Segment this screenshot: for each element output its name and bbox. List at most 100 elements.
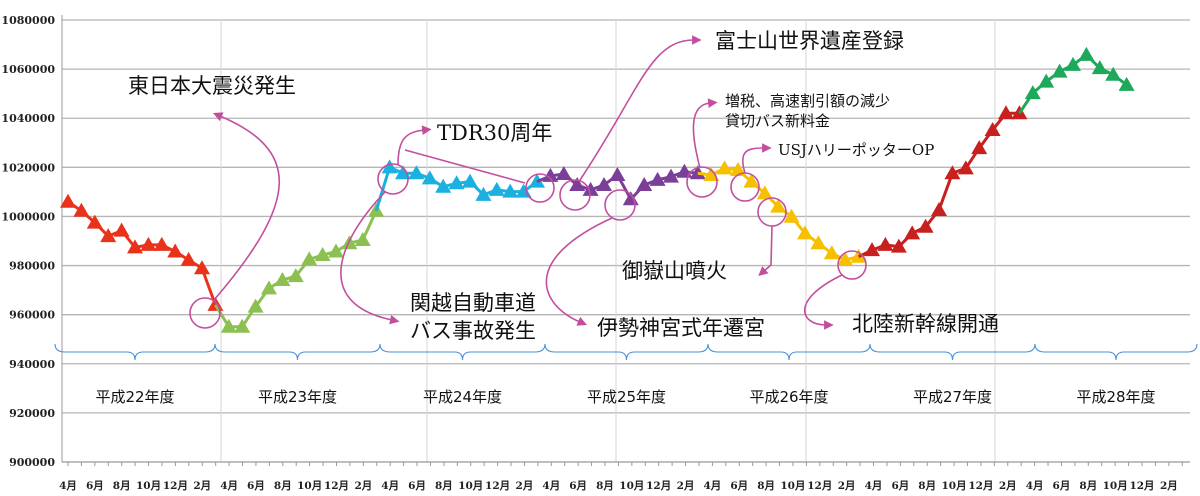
x-tick-label: 12月 [968,480,993,492]
data-point-triangle [421,170,438,185]
x-tick-label: 4月 [381,480,399,492]
annotation-arrow [212,112,280,301]
series-平成27年度 [857,105,1028,259]
data-point-triangle [596,177,612,192]
annotation-arrow [803,274,843,330]
x-tick-label: 2月 [677,480,695,492]
x-tick-label: 12月 [324,480,349,492]
y-tick-label: 980000 [9,260,55,273]
x-tick-label: 8月 [918,480,936,492]
x-tick-label: 6月 [408,480,426,492]
data-point-triangle [86,214,103,229]
data-point-triangle [609,166,626,181]
y-tick-label: 1080000 [1,14,55,27]
x-tick-label: 6月 [569,480,587,492]
fiscal-year-brace [1034,343,1198,361]
data-point-triangle [328,243,344,258]
x-tick-label: 2月 [1160,480,1178,492]
x-tick-label: 8月 [113,480,131,492]
annotations: 東日本大震災発生 TDR30周年 関越自動車道 バス事故発生 富士山世界遺産登録… [128,29,999,343]
data-point-triangle [890,238,907,253]
data-point-triangle [113,222,130,237]
x-tick-label: 4月 [703,480,721,492]
annotation-circle [559,179,591,211]
x-tick-label: 4月 [865,480,883,492]
data-point-triangle [1078,46,1095,61]
annotation-arrow [741,143,772,174]
data-point-triangle [663,168,679,183]
data-point-triangle [287,268,304,283]
data-point-triangle [957,160,974,175]
y-tick-label: 920000 [9,407,55,420]
annotation-arrow [692,98,718,169]
fiscal-year-label: 平成23年度 [258,388,337,406]
series-平成25年度 [536,163,706,206]
data-point-triangle [435,178,452,193]
data-point-triangle [354,232,371,247]
x-tick-label: 4月 [59,480,77,492]
y-tick-label: 1060000 [1,63,55,76]
y-tick-label: 940000 [9,358,55,371]
x-tick-label: 4月 [542,480,560,492]
fiscal-year-brace [869,343,1036,361]
annotation-earthquake: 東日本大震災発生 [128,74,296,98]
data-point-triangle [797,225,813,240]
annotation-circle [525,173,555,203]
x-tick-label: 6月 [247,480,265,492]
x-tick-label: 10月 [780,480,805,492]
annotation-tax-1: 増税、高速割引額の減少 [725,92,890,110]
x-axis: 4月 6月 8月 10月 12月 2月 4月 6月 8月 10月 12月 2月 4月 6月 8月 10月 12月… [59,462,1183,492]
data-point-triangle [220,318,237,333]
data-point-triangle [716,160,733,175]
series-平成22年度 [60,193,224,311]
data-point-triangle [274,272,291,287]
annotation-line [404,149,526,184]
annotation-arrow [397,125,432,166]
fiscal-year-brace [544,343,709,361]
data-point-triangle [998,105,1014,120]
data-point-triangle [180,251,197,266]
fiscal-year-brace [54,343,216,361]
data-point-triangle [1051,63,1068,78]
data-point-triangle [743,173,760,188]
y-axis: 900000 920000 940000 960000 980000 1000000 102… [1,14,55,469]
data-point-triangle [60,193,76,208]
data-point-triangle [261,280,277,295]
annotation-circle [837,250,867,280]
annotation-fuji: 富士山世界遺産登録 [715,29,904,53]
fiscal-year-brace [379,343,546,361]
annotation-circle [686,166,718,198]
x-tick-label: 10月 [297,480,322,492]
x-tick-label: 2月 [999,480,1017,492]
data-point-triangle [462,173,478,188]
data-point-triangle [1118,76,1135,91]
x-tick-label: 6月 [891,480,909,492]
x-tick-label: 8月 [596,480,614,492]
data-point-triangle [864,242,880,257]
y-tick-label: 960000 [9,309,55,322]
annotation-arrow [340,191,400,325]
x-tick-label: 8月 [435,480,453,492]
x-tick-label: 10月 [1103,480,1128,492]
data-point-triangle [810,235,827,250]
x-tick-label: 12月 [807,480,832,492]
data-point-triangle [676,163,693,178]
annotation-circle [604,189,636,221]
annotation-ontake: 御嶽山噴火 [622,259,727,283]
data-point-triangle [569,177,586,192]
data-point-triangle [984,122,1001,137]
x-tick-label: 12月 [163,480,188,492]
x-tick-label: 6月 [86,480,104,492]
x-tick-label: 8月 [274,480,292,492]
data-point-triangle [1038,73,1055,88]
data-point-triangle [140,236,157,251]
series-平成26年度 [697,160,867,266]
data-point-triangle [100,228,117,243]
data-point-triangle [904,225,921,240]
annotation-arrow [758,225,773,276]
annotation-kanetsu-2: バス事故発生 [410,319,536,343]
data-point-triangle [234,318,251,333]
data-point-triangle [944,165,961,180]
data-point-triangle [877,236,894,251]
fiscal-year-braces [54,343,1198,361]
